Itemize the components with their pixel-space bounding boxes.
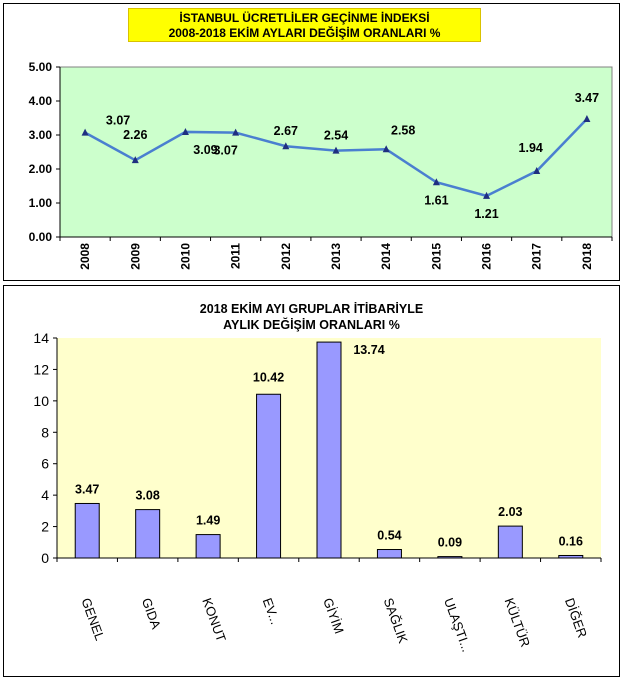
bar-category-label: GENEL	[78, 596, 107, 643]
bar-data-label: 13.74	[353, 343, 384, 357]
line-x-tick-label: 2010	[178, 243, 192, 270]
line-data-label: 1.61	[424, 193, 448, 207]
line-x-tick-label: 2015	[429, 243, 443, 270]
line-data-label: 3.09	[193, 143, 217, 157]
line-y-tick-label: 2.00	[29, 162, 53, 176]
line-y-tick-label: 1.00	[29, 196, 53, 210]
line-y-tick-label: 0.00	[29, 230, 53, 244]
line-data-point	[382, 145, 390, 153]
line-data-point	[332, 146, 340, 154]
line-x-tick-label: 2016	[480, 243, 494, 270]
line-data-label: 3.47	[575, 91, 599, 105]
line-data-point	[81, 128, 89, 136]
line-data-point	[432, 178, 440, 186]
line-x-tick-label: 2009	[128, 243, 142, 270]
line-data-point	[533, 167, 541, 175]
bar-category-label: GIDA	[139, 596, 164, 631]
line-data-label: 2.26	[123, 128, 147, 142]
line-data-point	[181, 127, 189, 135]
bar-y-tick-label: 8	[41, 424, 49, 440]
bar	[316, 341, 342, 559]
bar-data-label: 3.08	[135, 489, 159, 503]
bar-chart-subtitle: AYLIK DEĞİŞİM ORANLARI %	[223, 318, 400, 332]
bar	[376, 549, 402, 559]
line-x-tick-label: 2018	[580, 243, 594, 270]
bar-data-label: 1.49	[196, 514, 220, 528]
line-x-tick-label: 2017	[530, 243, 544, 270]
line-y-tick-label: 4.00	[29, 94, 53, 108]
bar-data-label: 2.03	[498, 505, 522, 519]
bar-data-label: 3.47	[75, 482, 99, 496]
line-data-point	[282, 142, 290, 150]
line-data-point	[583, 115, 591, 123]
bar-chart-title: 2018 EKİM AYI GRUPLAR İTİBARİYLE	[199, 302, 424, 316]
bar-data-label: 0.54	[377, 529, 401, 543]
bar	[437, 556, 463, 559]
bar	[256, 393, 282, 559]
line-chart-title: İSTANBUL ÜCRETLİLER GEÇİNME İNDEKSİ	[179, 11, 430, 25]
bar	[195, 534, 221, 559]
bar	[497, 525, 523, 559]
line-x-tick-label: 2013	[329, 243, 343, 270]
bar-data-label: 0.09	[438, 536, 462, 550]
bar-data-label: 10.42	[253, 370, 284, 384]
bar	[558, 554, 584, 559]
line-data-point	[232, 128, 240, 136]
line-data-label: 1.94	[519, 141, 543, 155]
line-data-label: 3.07	[213, 144, 237, 158]
line-chart-subtitle: 2008-2018 EKİM AYLARI DEĞİŞİM ORANLARI %	[168, 26, 441, 40]
bar-y-tick-label: 10	[33, 393, 49, 409]
bar-category-label: ULAŞTI...	[441, 596, 474, 654]
line-data-point	[131, 156, 139, 164]
bar-y-tick-label: 0	[41, 550, 49, 566]
bar-y-tick-label: 14	[33, 330, 49, 346]
bar	[74, 502, 100, 559]
bar-category-label: EV...	[260, 596, 283, 626]
bar-category-label: SAĞLIK	[381, 596, 411, 646]
line-data-label: 3.07	[106, 114, 130, 128]
bar-y-tick-label: 2	[41, 519, 49, 535]
bar-y-tick-label: 12	[33, 361, 49, 377]
line-x-tick-label: 2014	[379, 243, 393, 270]
line-data-label: 2.58	[391, 123, 415, 137]
line-data-label: 2.67	[274, 124, 298, 138]
bar-category-label: KONUT	[199, 596, 229, 644]
line-chart-title-box: İSTANBUL ÜCRETLİLER GEÇİNME İNDEKSİ 2008…	[128, 8, 481, 42]
bar-category-label: DİĞER	[562, 596, 590, 640]
line-x-tick-label: 2011	[229, 243, 243, 269]
line-x-tick-label: 2008	[78, 243, 92, 270]
bar-y-tick-label: 6	[41, 456, 49, 472]
bar	[135, 509, 161, 559]
line-y-tick-label: 5.00	[29, 60, 53, 74]
bar-data-label: 0.16	[559, 534, 583, 548]
line-x-tick-label: 2012	[279, 243, 293, 270]
line-data-point	[483, 191, 491, 199]
line-data-label: 1.21	[474, 207, 498, 221]
line-data-label: 2.54	[324, 129, 348, 143]
bar-y-tick-label: 4	[41, 487, 49, 503]
bar-category-label: GİYİM	[320, 596, 347, 636]
line-y-tick-label: 3.00	[29, 128, 53, 142]
bar-category-label: KÜLTÜR	[502, 596, 534, 649]
